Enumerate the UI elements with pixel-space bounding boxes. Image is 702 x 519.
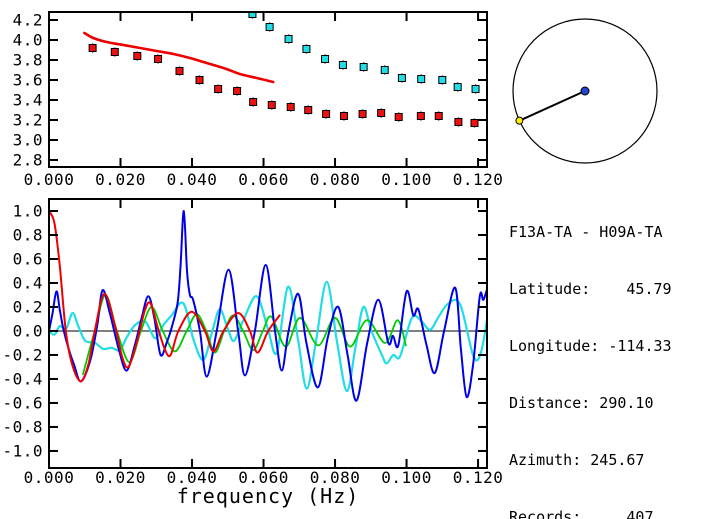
spectra-xtick-label: 0.120	[453, 468, 504, 487]
dispersion-ytick-label: 2.8	[13, 151, 43, 170]
dispersion-ytick-label: 3.6	[13, 71, 43, 90]
dispersion-xtick-label: 0.020	[95, 170, 146, 189]
red-dispersion-squares-marker	[133, 52, 142, 60]
blue-waveform-path	[49, 209, 487, 402]
red-dispersion-squares-marker	[377, 109, 386, 117]
red-dispersion-squares-marker	[286, 103, 295, 111]
spectra-series-group	[49, 209, 487, 402]
red-dispersion-squares-marker	[339, 112, 348, 120]
station-distance: Distance: 290.10	[509, 394, 654, 412]
red-dispersion-squares-marker	[304, 106, 313, 114]
red-waveform-path	[49, 210, 281, 383]
spectra-ytick-label: 0.0	[13, 321, 43, 340]
spectra-ytick-label: -0.2	[2, 345, 43, 364]
cyan-dispersion-squares-marker	[302, 45, 311, 53]
station-azimuth-dot	[515, 116, 524, 125]
spectra-ytick-label: 0.6	[13, 249, 43, 268]
reference-curve-path	[83, 31, 275, 84]
spectra-xtick-label: 0.100	[381, 468, 432, 487]
red-dispersion-squares-marker	[88, 44, 97, 52]
spectra-ytick-label: 0.4	[13, 273, 43, 292]
dispersion-ytick-label: 3.4	[13, 91, 43, 110]
dispersion-ytick-label: 3.0	[13, 131, 43, 150]
spectra-ytick-label: 0.8	[13, 225, 43, 244]
red-dispersion-squares-marker	[358, 110, 367, 118]
cyan-dispersion-squares-marker	[471, 85, 480, 93]
dispersion-xtick-label: 0.080	[310, 170, 361, 189]
dispersion-ytick-label: 4.2	[13, 11, 43, 30]
dispersion-xtick-label: 0.120	[453, 170, 504, 189]
spectra-ytick-label: -1.0	[2, 441, 43, 460]
spectra-xtick-label: 0.080	[310, 468, 361, 487]
spectra-ytick-label: -0.6	[2, 393, 43, 412]
dispersion-plot-border	[48, 11, 488, 168]
dispersion-ytick-label: 3.2	[13, 111, 43, 130]
station-info: F13A-TA - H09A-TA Latitude: 45.79 Longit…	[509, 185, 702, 519]
dispersion-series-group	[83, 12, 480, 128]
cyan-dispersion-squares-marker	[321, 55, 330, 63]
red-dispersion-squares-marker	[175, 67, 184, 75]
station-pair-title: F13A-TA - H09A-TA	[509, 223, 663, 241]
cyan-dispersion-squares-marker	[265, 23, 274, 31]
spectra-ytick-label: -0.4	[2, 369, 43, 388]
red-dispersion-squares-marker	[195, 76, 204, 84]
cyan-dispersion-squares-marker	[417, 75, 426, 83]
azimuth-ray	[518, 90, 586, 122]
dispersion-xtick-label: 0.060	[238, 170, 289, 189]
spectra-ytick-label: -0.8	[2, 417, 43, 436]
dispersion-ytick-label: 3.8	[13, 51, 43, 70]
spectra-xtick-label: 0.000	[24, 468, 75, 487]
azimuth-circle	[512, 18, 658, 164]
cyan-waveform-path	[49, 280, 487, 393]
red-dispersion-squares-marker	[470, 119, 479, 127]
red-dispersion-squares-marker	[233, 87, 242, 95]
red-dispersion-squares-marker	[322, 110, 331, 118]
spectra-ytick-label: 0.2	[13, 297, 43, 316]
red-dispersion-squares-marker	[267, 101, 276, 109]
dispersion-xtick-label: 0.100	[381, 170, 432, 189]
cyan-dispersion-squares-marker	[453, 83, 462, 91]
cyan-dispersion-squares-marker	[397, 74, 406, 82]
station-latitude: Latitude: 45.79	[509, 280, 672, 298]
dispersion-xtick-label: 0.000	[24, 170, 75, 189]
dispersion-xtick-label: 0.040	[167, 170, 218, 189]
red-dispersion-squares-marker	[214, 85, 223, 93]
spectra-xtick-label: 0.040	[167, 468, 218, 487]
spectra-xtick-label: 0.020	[95, 468, 146, 487]
dispersion-ytick-label: 4.0	[13, 31, 43, 50]
cyan-dispersion-squares-marker	[438, 76, 447, 84]
spectra-xaxis-title: frequency (Hz)	[177, 484, 360, 508]
cyan-dispersion-squares-marker	[248, 12, 257, 18]
cyan-dispersion-squares-marker	[380, 66, 389, 74]
spectra-xtick-label: 0.060	[238, 468, 289, 487]
red-dispersion-squares-marker	[416, 112, 425, 120]
station-longitude: Longitude: -114.33	[509, 337, 672, 355]
red-dispersion-squares-marker	[249, 98, 258, 106]
red-dispersion-squares-marker	[110, 48, 119, 56]
red-dispersion-squares-marker	[454, 118, 463, 126]
spectra-plot-border	[48, 198, 488, 469]
station-center-dot	[580, 86, 590, 96]
cyan-dispersion-squares-marker	[359, 63, 368, 71]
station-records: Records: 407	[509, 508, 654, 519]
station-azimuth: Azimuth: 245.67	[509, 451, 645, 469]
cyan-dispersion-squares-marker	[338, 61, 347, 69]
spectra-ytick-label: 1.0	[13, 201, 43, 220]
red-dispersion-squares-marker	[154, 55, 163, 63]
cyan-dispersion-squares-marker	[284, 35, 293, 43]
red-dispersion-squares-marker	[394, 113, 403, 121]
red-dispersion-squares-marker	[434, 112, 443, 120]
